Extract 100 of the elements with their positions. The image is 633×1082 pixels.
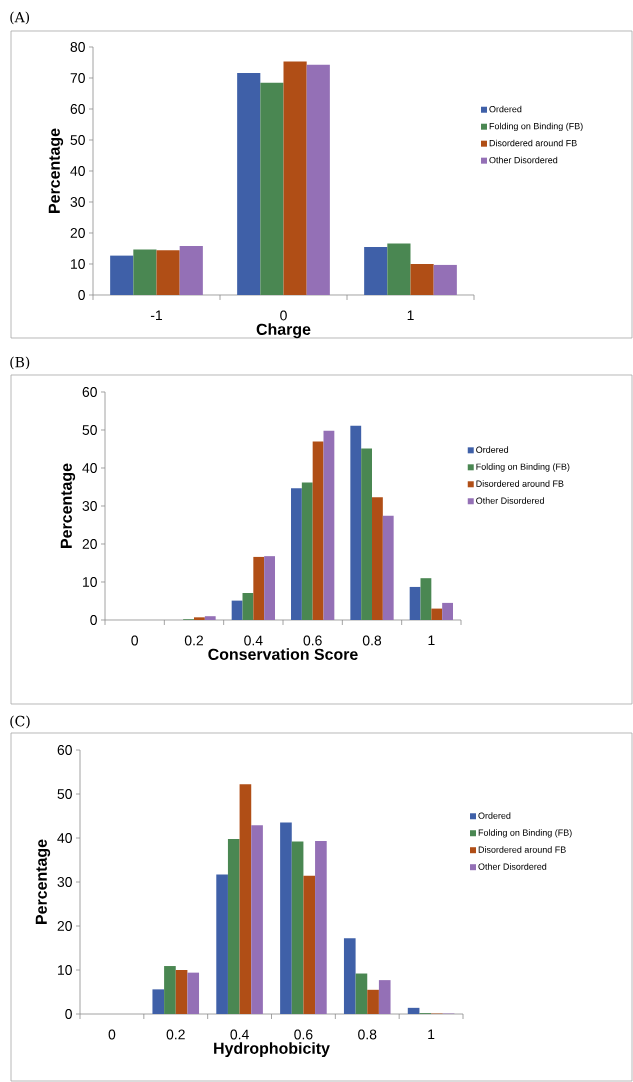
bar: [387, 243, 411, 295]
bar: [280, 822, 292, 1014]
bar: [433, 264, 457, 295]
bar: [237, 73, 261, 295]
y-tick-label: 40: [57, 833, 72, 843]
legend-label: Ordered: [489, 105, 522, 113]
y-tick-label: 30: [57, 877, 72, 887]
bar: [367, 989, 379, 1014]
x-tick-label: 0.4: [230, 1029, 249, 1040]
y-tick-label: 10: [83, 577, 97, 587]
bar: [409, 586, 421, 620]
bar: [382, 515, 394, 620]
bar: [239, 784, 252, 1014]
bar: [194, 617, 205, 620]
bar: [350, 425, 362, 620]
bar: [152, 989, 165, 1014]
legend-label: Folding on Binding (FB): [476, 463, 570, 472]
bar: [372, 497, 383, 620]
y-axis-title: Percentage: [35, 839, 51, 924]
legend-label: Folding on Binding (FB): [489, 122, 583, 132]
x-tick-label: 0: [280, 310, 287, 321]
bar: [407, 1007, 420, 1014]
bar: [306, 64, 330, 295]
x-tick-label: 1: [407, 310, 414, 321]
y-axis-title: Percentage: [48, 128, 64, 213]
y-tick-label: 20: [82, 539, 97, 549]
legend-label: Other Disordered: [478, 863, 547, 870]
bar: [283, 61, 307, 295]
bar: [355, 973, 368, 1014]
y-tick-label: 50: [57, 789, 72, 799]
bar: [175, 970, 188, 1014]
legend-label: Ordered: [478, 812, 511, 819]
y-tick-label: 30: [82, 501, 97, 511]
bar: [303, 875, 316, 1014]
y-tick-label: 20: [70, 228, 85, 238]
bar: [216, 874, 228, 1014]
legend-label: Folding on Binding (FB): [478, 829, 572, 838]
y-tick-label: 40: [70, 166, 85, 176]
bar: [431, 608, 443, 620]
bar: [343, 938, 356, 1014]
bar: [227, 838, 240, 1014]
chart-title: (A): [10, 11, 30, 25]
bar: [231, 600, 243, 620]
y-tick-label: 60: [82, 387, 97, 397]
bar: [312, 441, 324, 620]
x-axis-title: Charge: [256, 323, 311, 339]
bar: [315, 841, 327, 1014]
x-tick-label: 0.6: [294, 1029, 313, 1040]
y-tick-label: 30: [70, 197, 85, 207]
bar: [361, 448, 372, 620]
bar: [410, 263, 434, 295]
x-tick-label: 0.4: [244, 635, 263, 646]
chart-title: (C): [10, 715, 30, 729]
bar: [260, 82, 284, 295]
y-tick-label: 50: [82, 425, 97, 435]
y-tick-label: 40: [82, 463, 97, 473]
y-axis-title: Percentage: [60, 463, 76, 548]
y-tick-label: 80: [70, 42, 85, 52]
bar: [133, 249, 157, 295]
x-tick-label: 0.6: [303, 635, 322, 646]
bar: [291, 841, 304, 1014]
x-tick-label: 1: [428, 1029, 435, 1040]
legend-label: Other Disordered: [489, 156, 558, 164]
bar: [364, 246, 388, 295]
bar: [291, 488, 302, 620]
x-tick-label: 0: [131, 635, 139, 646]
x-axis-title: Hydrophobicity: [214, 1042, 330, 1058]
bar: [204, 616, 216, 620]
legend-label: Disordered around FB: [476, 480, 564, 487]
legend-label: Disordered around FB: [478, 846, 566, 853]
bar: [179, 246, 203, 295]
x-tick-label: 0: [108, 1029, 116, 1040]
x-tick-label: 1: [428, 635, 435, 646]
y-tick-label: 10: [58, 965, 72, 975]
legend-label: Disordered around FB: [489, 139, 577, 147]
bar: [253, 556, 265, 620]
bar: [156, 250, 180, 295]
y-tick-label: 10: [71, 259, 85, 269]
x-tick-label: 0.2: [184, 635, 203, 646]
x-tick-label: -1: [150, 310, 163, 321]
y-tick-label: 70: [70, 73, 85, 83]
y-tick-label: 60: [57, 745, 72, 755]
bar: [110, 255, 134, 295]
y-tick-label: 20: [57, 921, 72, 931]
bar: [164, 966, 176, 1014]
y-tick-label: 0: [90, 615, 97, 625]
bar: [264, 556, 275, 620]
x-tick-label: 0.8: [358, 1029, 377, 1040]
bar: [420, 578, 432, 620]
bar: [187, 972, 200, 1014]
bar: [242, 593, 254, 620]
legend-label: Ordered: [476, 446, 509, 453]
bar: [301, 482, 313, 620]
bar: [323, 430, 335, 620]
y-tick-label: 50: [70, 135, 85, 145]
x-tick-label: 0.8: [362, 635, 382, 646]
bar: [442, 602, 453, 620]
x-tick-label: 0.2: [166, 1029, 185, 1040]
y-tick-label: 0: [78, 290, 85, 300]
bar: [251, 825, 263, 1014]
